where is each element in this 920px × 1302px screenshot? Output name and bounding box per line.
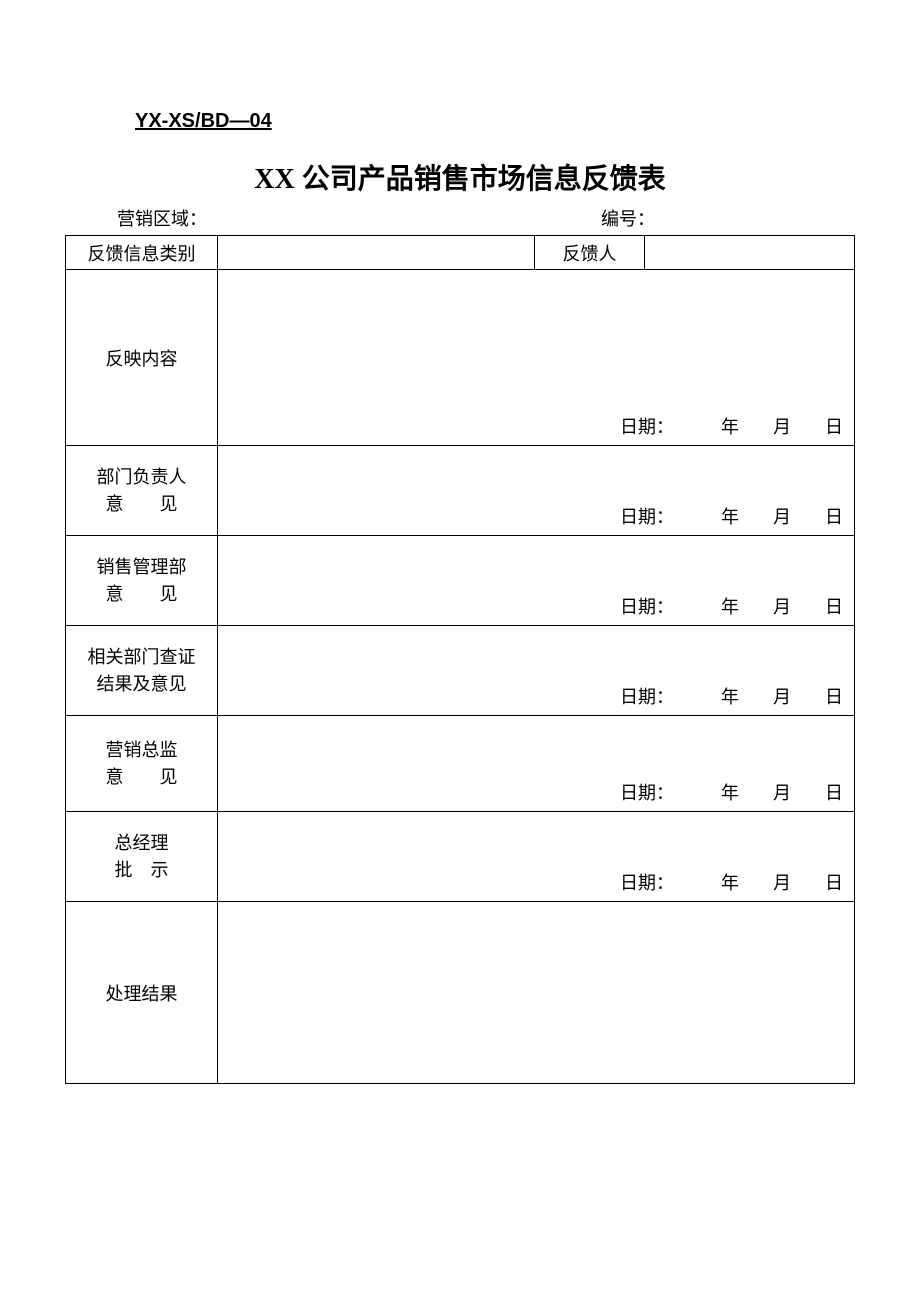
row-label: 销售管理部 意 见	[66, 536, 218, 626]
date-label: 日期：	[620, 869, 680, 895]
content-cell: 日期： 年 月 日	[218, 626, 855, 716]
serial-label: 编号：	[585, 205, 851, 231]
content-cell	[218, 902, 855, 1084]
category-value	[218, 236, 535, 270]
row-label-line1: 销售管理部	[66, 554, 217, 581]
table-row: 相关部门查证 结果及意见 日期： 年 月 日	[66, 626, 855, 716]
row-label: 营销总监 意 见	[66, 716, 218, 812]
header-row: 营销区域： 编号：	[65, 205, 855, 235]
document-code: YX-XS/BD—04	[135, 110, 855, 133]
table-row: 总经理 批 示 日期： 年 月 日	[66, 812, 855, 902]
date-line: 日期： 年 月 日	[620, 503, 844, 529]
row-label-line2: 批 示	[66, 857, 217, 884]
row-label-line2: 结果及意见	[66, 671, 217, 698]
row-label-line1: 相关部门查证	[66, 644, 217, 671]
region-label: 营销区域：	[69, 205, 585, 231]
category-label: 反馈信息类别	[66, 236, 218, 270]
feedback-person-value	[645, 236, 855, 270]
row-label: 总经理 批 示	[66, 812, 218, 902]
year-label: 年	[720, 503, 740, 529]
year-label: 年	[720, 779, 740, 805]
date-label: 日期：	[620, 413, 680, 439]
row-label-line2: 意 见	[66, 764, 217, 791]
month-label: 月	[772, 593, 792, 619]
day-label: 日	[824, 683, 844, 709]
row-label-line2: 意 见	[66, 581, 217, 608]
table-row: 销售管理部 意 见 日期： 年 月 日	[66, 536, 855, 626]
content-cell: 日期： 年 月 日	[218, 270, 855, 446]
date-line: 日期： 年 月 日	[620, 593, 844, 619]
table-row: 反映内容 日期： 年 月 日	[66, 270, 855, 446]
month-label: 月	[772, 503, 792, 529]
row-label-line1: 营销总监	[66, 737, 217, 764]
row-label: 部门负责人 意 见	[66, 446, 218, 536]
day-label: 日	[824, 593, 844, 619]
table-row: 反馈信息类别 反馈人	[66, 236, 855, 270]
date-label: 日期：	[620, 593, 680, 619]
month-label: 月	[772, 869, 792, 895]
year-label: 年	[720, 869, 740, 895]
content-cell: 日期： 年 月 日	[218, 716, 855, 812]
day-label: 日	[824, 503, 844, 529]
date-line: 日期： 年 月 日	[620, 869, 844, 895]
month-label: 月	[772, 683, 792, 709]
page-title: XX 公司产品销售市场信息反馈表	[65, 157, 855, 197]
table-row: 营销总监 意 见 日期： 年 月 日	[66, 716, 855, 812]
page: YX-XS/BD—04 XX 公司产品销售市场信息反馈表 营销区域： 编号： 反…	[0, 0, 920, 1084]
content-cell: 日期： 年 月 日	[218, 536, 855, 626]
year-label: 年	[720, 683, 740, 709]
date-label: 日期：	[620, 503, 680, 529]
table-row: 部门负责人 意 见 日期： 年 月 日	[66, 446, 855, 536]
feedback-person-label: 反馈人	[535, 236, 645, 270]
date-label: 日期：	[620, 779, 680, 805]
table-row: 处理结果	[66, 902, 855, 1084]
row-label-line1: 总经理	[66, 830, 217, 857]
month-label: 月	[772, 413, 792, 439]
row-label-line2: 意 见	[66, 491, 217, 518]
form-table: 反馈信息类别 反馈人 反映内容 日期：年月日 部门负责人 意 见 日期：年月日	[65, 235, 855, 1084]
month-label: 月	[772, 779, 792, 805]
year-label: 年	[720, 413, 740, 439]
content-cell: 日期： 年 月 日	[218, 446, 855, 536]
date-label: 日期：	[620, 683, 680, 709]
row-label: 处理结果	[66, 902, 218, 1084]
date-line: 日期： 年 月 日	[620, 683, 844, 709]
day-label: 日	[824, 413, 844, 439]
content-cell: 日期： 年 月 日	[218, 812, 855, 902]
row-label: 反映内容	[66, 270, 218, 446]
day-label: 日	[824, 869, 844, 895]
date-line: 日期： 年 月 日	[620, 413, 844, 439]
year-label: 年	[720, 593, 740, 619]
row-label-line1: 部门负责人	[66, 464, 217, 491]
date-line: 日期： 年 月 日	[620, 779, 844, 805]
row-label: 相关部门查证 结果及意见	[66, 626, 218, 716]
day-label: 日	[824, 779, 844, 805]
